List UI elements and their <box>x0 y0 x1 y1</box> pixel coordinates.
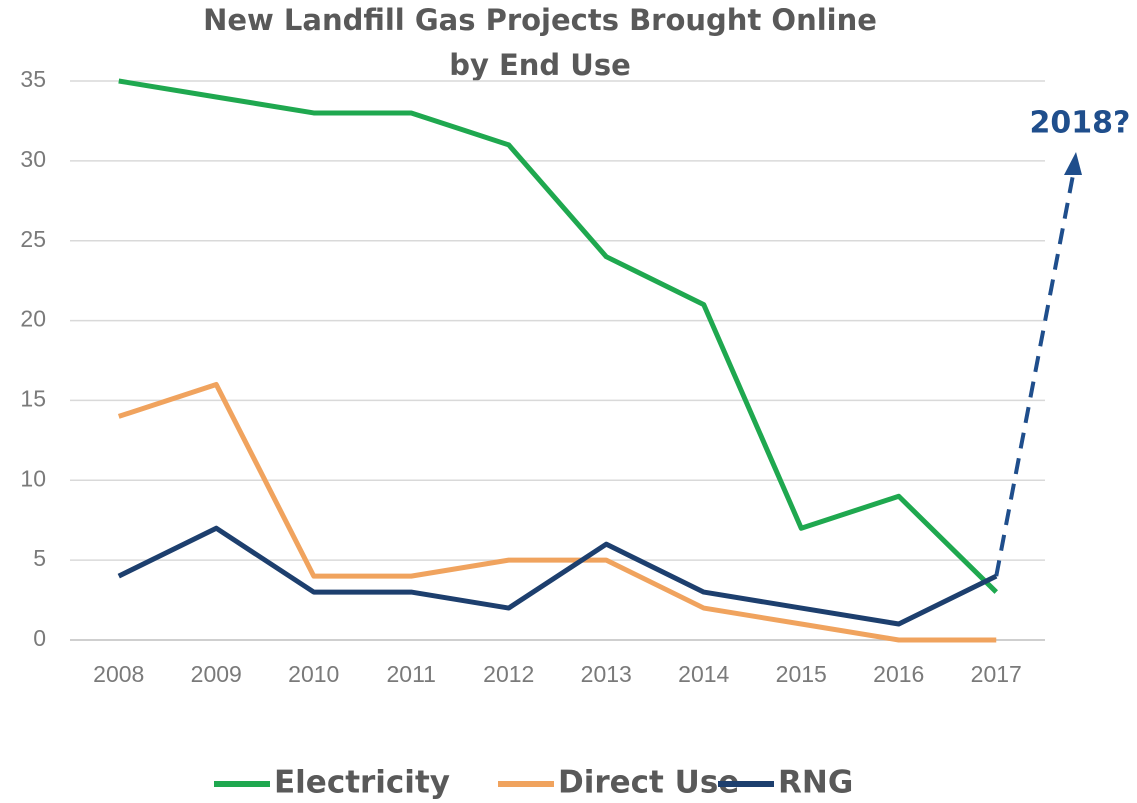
legend-label: RNG <box>778 765 853 801</box>
y-tick-label: 5 <box>33 545 46 571</box>
y-tick-label: 30 <box>20 146 46 172</box>
line-series <box>117 381 997 643</box>
y-tick-label: 0 <box>33 625 46 651</box>
x-tick-label: 2008 <box>93 661 144 687</box>
line-series <box>117 525 998 627</box>
legend-label: Direct Use <box>558 765 739 801</box>
y-tick-label: 15 <box>20 386 46 412</box>
legend-label: Electricity <box>274 765 450 801</box>
x-tick-label: 2014 <box>678 661 729 687</box>
y-tick-label: 10 <box>20 465 46 491</box>
x-tick-label: 2016 <box>873 661 924 687</box>
line-series <box>118 78 999 594</box>
x-tick-label: 2009 <box>191 661 242 687</box>
annotation-arrow <box>994 174 1075 577</box>
annotation: 2018? <box>1030 106 1131 141</box>
y-tick-label: 25 <box>20 226 46 252</box>
x-tick-label: 2017 <box>971 661 1022 687</box>
y-tick-label: 20 <box>20 306 46 332</box>
x-tick-label: 2015 <box>776 661 827 687</box>
chart-title: by End Use <box>449 48 631 82</box>
arrow-head <box>1064 152 1082 175</box>
x-tick-label: 2011 <box>387 661 436 687</box>
x-tick-label: 2012 <box>483 661 534 687</box>
x-tick-label: 2013 <box>581 661 632 687</box>
y-tick-label: 35 <box>20 66 46 92</box>
x-tick-label: 2010 <box>288 661 339 687</box>
chart-title: New Landfill Gas Projects Brought Online <box>203 3 877 37</box>
